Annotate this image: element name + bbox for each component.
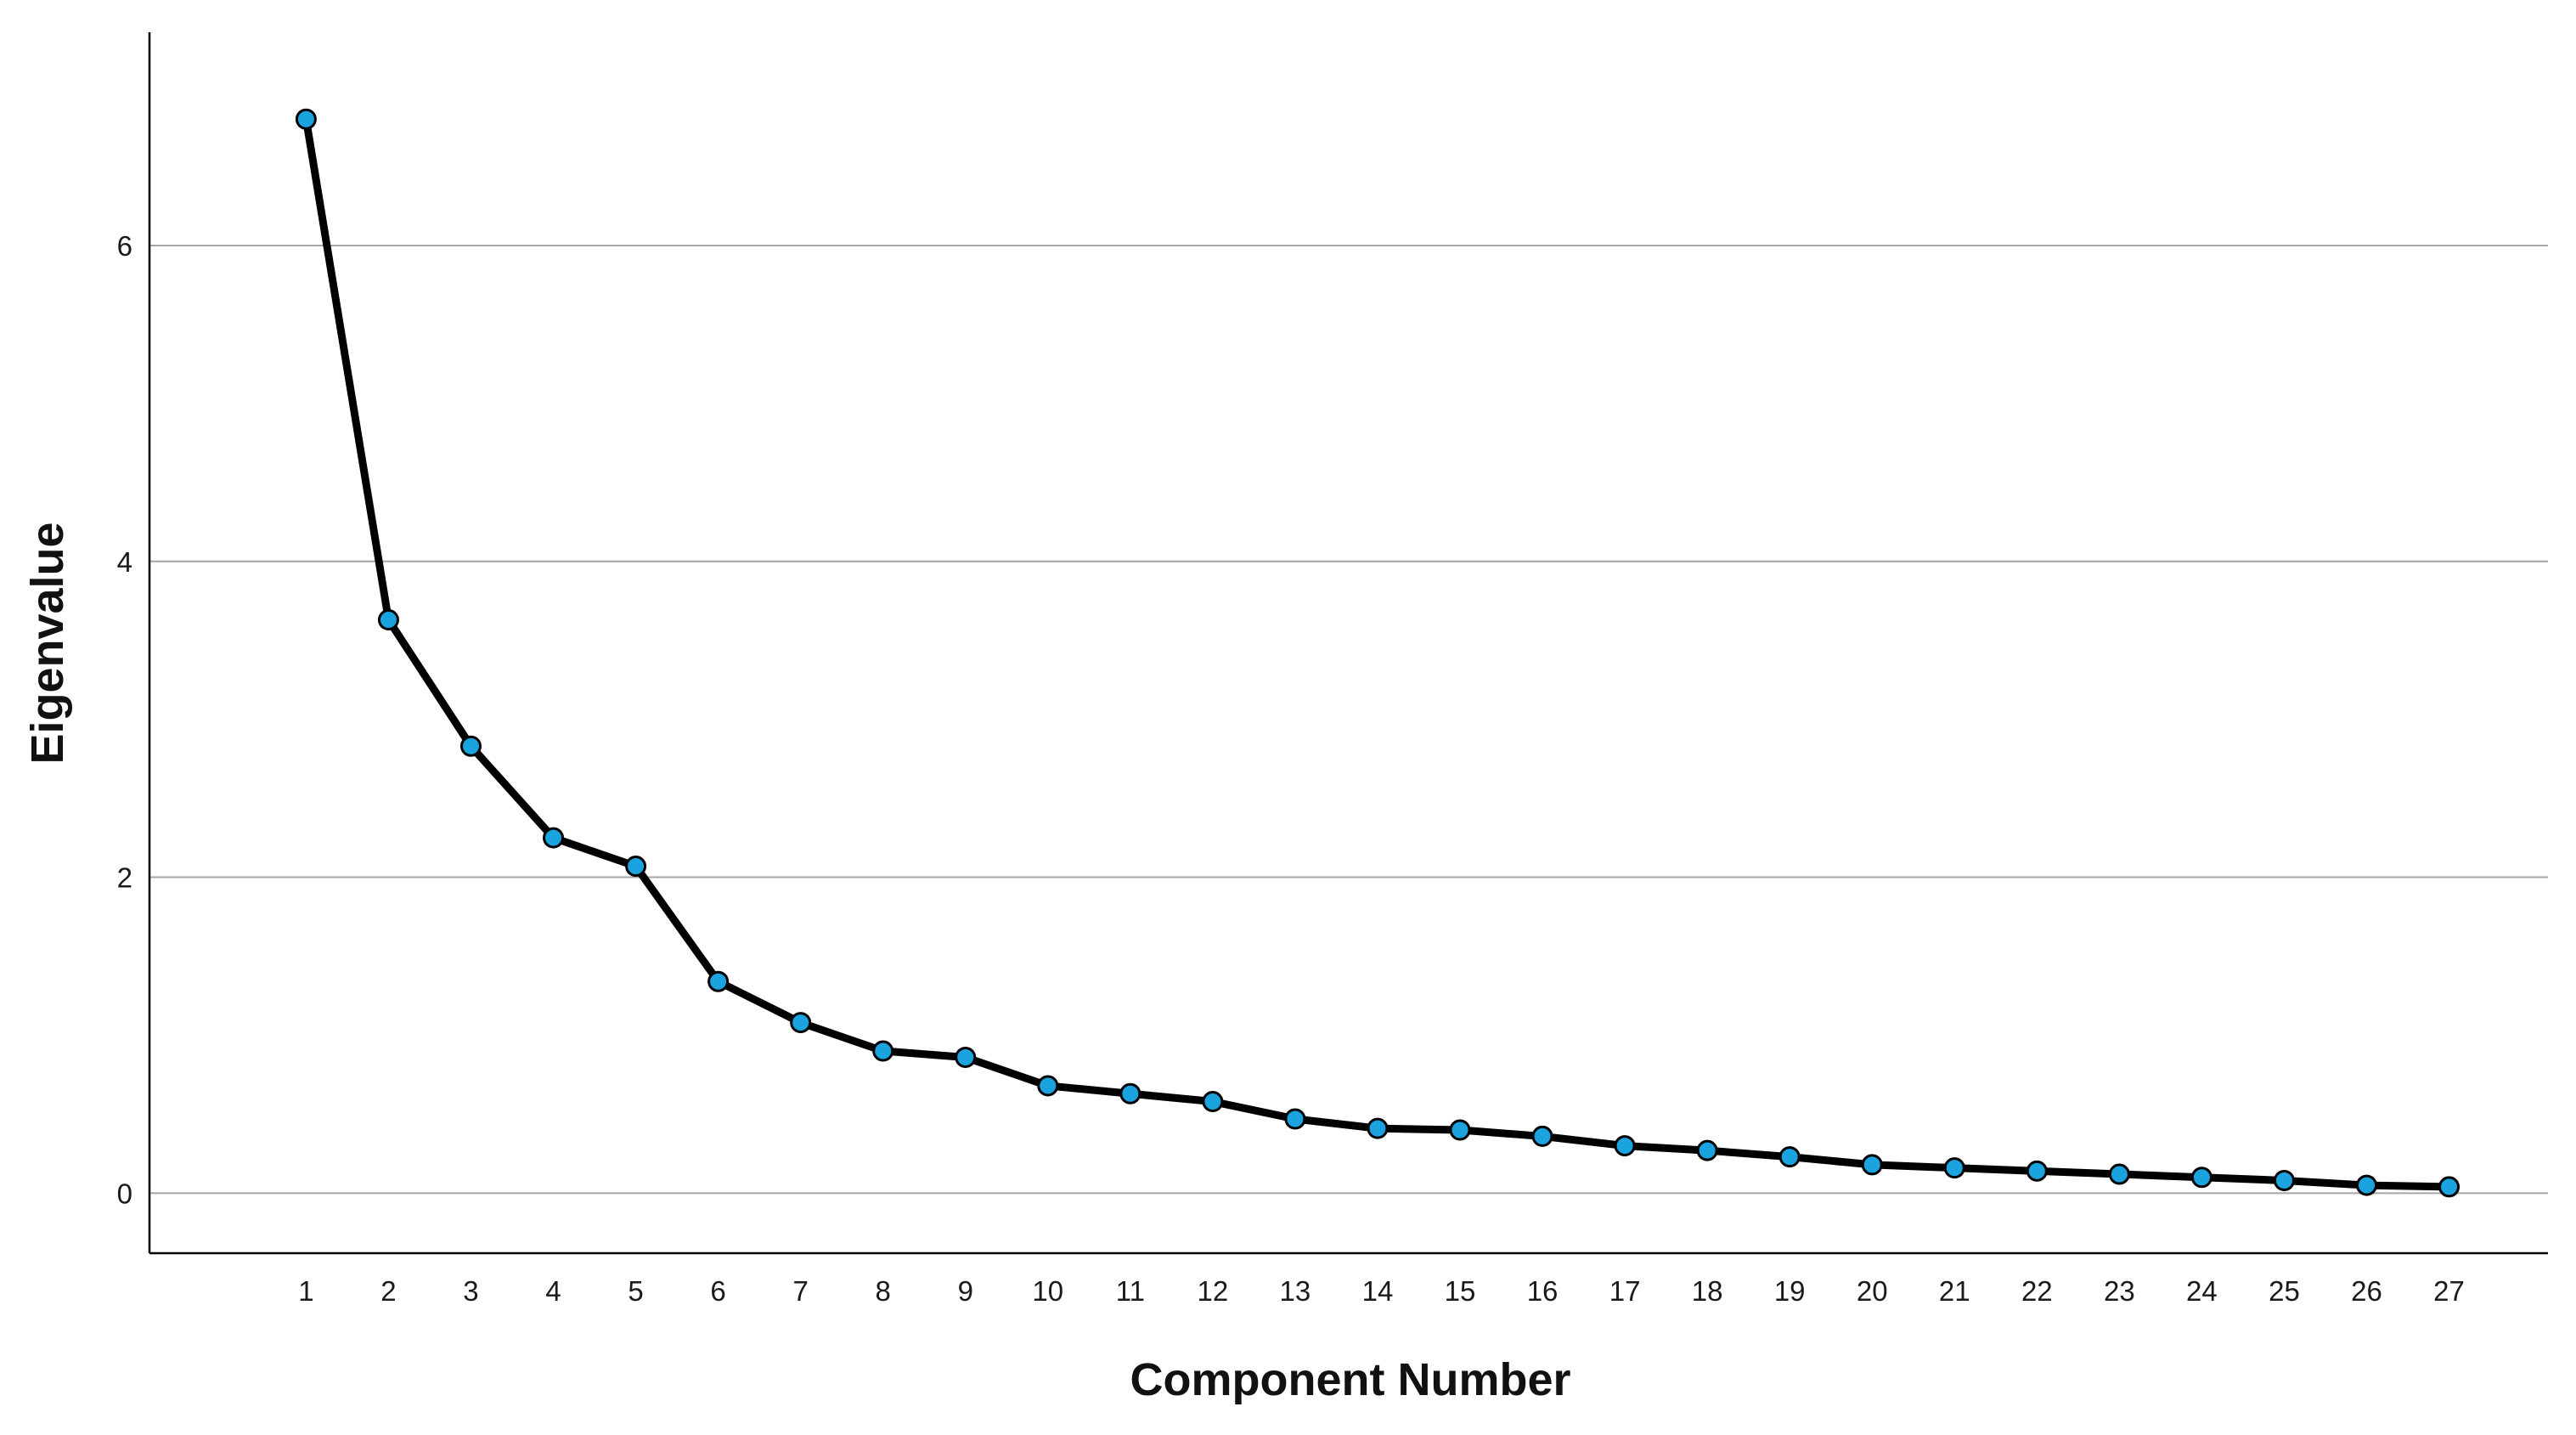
data-point (2108, 1163, 2130, 1185)
data-point (1037, 1075, 1059, 1097)
data-point (2438, 1176, 2460, 1198)
data-point (790, 1012, 812, 1034)
series-line-group (302, 115, 2454, 1191)
x-tick-label: 3 (463, 1275, 478, 1307)
x-tick-label: 25 (2269, 1275, 2300, 1307)
x-tick-label: 11 (1116, 1275, 1145, 1307)
x-axis-title: Component Number (1130, 1354, 1571, 1405)
x-tick-label: 21 (1939, 1275, 1970, 1307)
x-tick-label: 17 (1609, 1275, 1641, 1307)
data-point (1202, 1091, 1224, 1113)
data-point (543, 827, 565, 849)
data-point (2026, 1160, 2048, 1182)
data-point (1778, 1146, 1801, 1168)
data-point (625, 856, 647, 878)
x-tick-label: 5 (628, 1275, 643, 1307)
data-points (295, 108, 2460, 1198)
data-point (2356, 1174, 2378, 1196)
data-point (377, 609, 399, 631)
x-tick-label: 2 (380, 1275, 396, 1307)
x-tick-label: 10 (1032, 1275, 1063, 1307)
x-tick-label: 8 (876, 1275, 891, 1307)
y-axis-title: Eigenvalue (22, 522, 73, 764)
data-point (707, 970, 730, 992)
x-tick-label: 27 (2433, 1275, 2465, 1307)
x-tick-label: 23 (2104, 1275, 2135, 1307)
x-tick-labels: 1 2 3 4 5 6 7 8 9 10 11 12 13 14 15 16 17 18 19 20 21 22 23 24 2… (298, 1275, 2465, 1307)
x-tick-label: 12 (1198, 1275, 1229, 1307)
data-point (955, 1046, 977, 1068)
x-tick-label: 13 (1280, 1275, 1311, 1307)
y-tick-label: 0 (117, 1178, 132, 1209)
data-point (1696, 1139, 1718, 1161)
x-tick-label: 14 (1362, 1275, 1394, 1307)
y-tick-label: 6 (117, 230, 132, 262)
x-tick-label: 22 (2021, 1275, 2053, 1307)
data-point (1531, 1125, 1553, 1147)
gridlines (149, 244, 2548, 1195)
data-point (872, 1040, 894, 1062)
x-tick-label: 15 (1445, 1275, 1476, 1307)
x-tick-label: 18 (1692, 1275, 1723, 1307)
y-tick-label: 4 (117, 546, 132, 578)
series-line (302, 115, 2454, 1191)
data-point (1367, 1117, 1389, 1139)
data-point (2190, 1167, 2212, 1189)
x-tick-label: 26 (2351, 1275, 2382, 1307)
data-point (1943, 1157, 1965, 1179)
x-tick-label: 7 (792, 1275, 808, 1307)
data-point (1119, 1082, 1141, 1104)
data-point (1449, 1119, 1471, 1141)
data-point (295, 108, 317, 130)
data-point (1861, 1154, 1883, 1176)
y-tick-labels: 0 2 4 6 (117, 230, 132, 1209)
data-point (459, 735, 482, 757)
x-tick-label: 19 (1774, 1275, 1806, 1307)
x-tick-label: 16 (1527, 1275, 1559, 1307)
y-tick-label: 2 (117, 862, 132, 894)
x-tick-label: 24 (2186, 1275, 2218, 1307)
data-point (1614, 1135, 1636, 1157)
x-tick-label: 20 (1857, 1275, 1888, 1307)
data-point (2273, 1169, 2295, 1191)
x-tick-label: 1 (298, 1275, 313, 1307)
x-tick-label: 6 (710, 1275, 725, 1307)
data-point (1284, 1108, 1306, 1130)
x-tick-label: 4 (545, 1275, 561, 1307)
x-tick-label: 9 (958, 1275, 973, 1307)
axes (148, 32, 2548, 1255)
